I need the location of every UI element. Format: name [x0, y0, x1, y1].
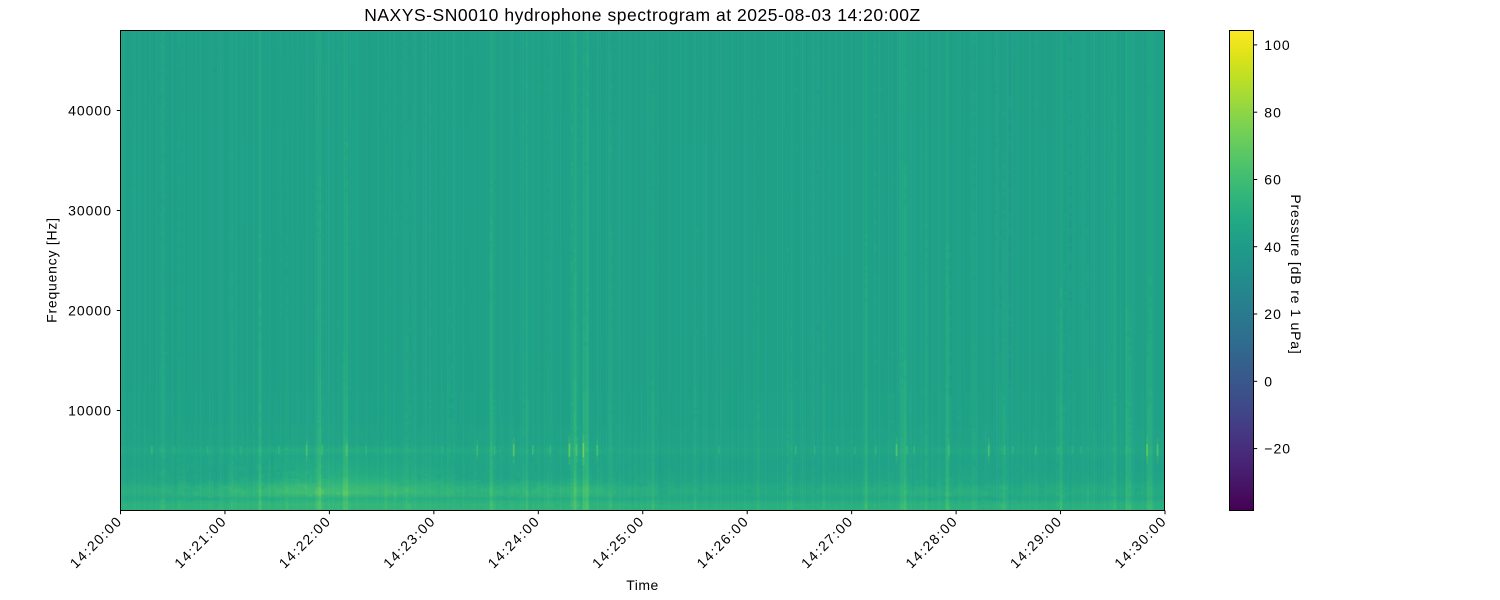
- svg-text:60: 60: [1264, 172, 1282, 188]
- svg-text:20000: 20000: [68, 303, 112, 319]
- svg-text:Pressure [dB re 1 uPa]: Pressure [dB re 1 uPa]: [1288, 194, 1304, 354]
- svg-text:14:23:00: 14:23:00: [380, 513, 439, 572]
- svg-text:20: 20: [1264, 306, 1282, 322]
- svg-text:14:26:00: 14:26:00: [693, 513, 752, 572]
- svg-text:14:27:00: 14:27:00: [798, 513, 857, 572]
- svg-text:40: 40: [1264, 239, 1282, 255]
- svg-text:40000: 40000: [68, 103, 112, 119]
- svg-text:30000: 30000: [68, 203, 112, 219]
- svg-text:14:24:00: 14:24:00: [484, 513, 543, 572]
- svg-text:−20: −20: [1264, 441, 1291, 457]
- svg-text:NAXYS-SN0010 hydrophone spectr: NAXYS-SN0010 hydrophone spectrogram at 2…: [364, 5, 921, 25]
- svg-text:Frequency [Hz]: Frequency [Hz]: [44, 217, 60, 323]
- svg-text:14:30:00: 14:30:00: [1111, 513, 1170, 572]
- svg-text:14:28:00: 14:28:00: [902, 513, 961, 572]
- svg-text:14:20:00: 14:20:00: [67, 513, 126, 572]
- svg-text:14:21:00: 14:21:00: [171, 513, 230, 572]
- svg-text:14:25:00: 14:25:00: [589, 513, 648, 572]
- svg-text:80: 80: [1264, 104, 1282, 120]
- svg-text:14:29:00: 14:29:00: [1007, 513, 1066, 572]
- svg-text:0: 0: [1264, 373, 1273, 389]
- svg-text:100: 100: [1264, 37, 1290, 53]
- svg-text:14:22:00: 14:22:00: [275, 513, 334, 572]
- svg-text:Time: Time: [626, 577, 659, 593]
- svg-text:10000: 10000: [68, 403, 112, 419]
